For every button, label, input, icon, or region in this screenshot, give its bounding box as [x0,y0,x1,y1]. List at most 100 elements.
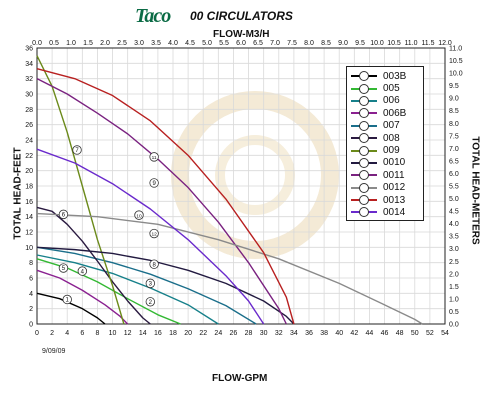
left-tick-label: 20 [25,168,33,175]
legend-badge [359,83,369,94]
left-tick-label: 8 [29,260,33,267]
watermark-logo [171,91,339,259]
date-label: 9/09/09 [42,348,66,355]
chart-series [36,55,423,325]
legend-swatch [351,95,377,106]
bottom-tick-label: 2 [50,330,54,337]
left-tick-label: 24 [25,138,33,145]
top-tick-label: 3.5 [151,40,161,47]
legend-item: 0014 [351,206,419,218]
legend-badge [359,207,369,218]
right-tick-label: 11.0 [449,46,462,53]
right-tick-label: 7.5 [449,133,459,140]
legend-item: 006 [351,95,419,107]
legend-label: 008 [383,132,400,144]
right-tick-label: 0.0 [449,322,459,329]
series-line-0010 [36,246,295,325]
bottom-tick-label: 30 [260,330,268,337]
series-line-0012 [36,212,423,325]
right-tick-label: 3.5 [449,234,459,241]
legend-badge [359,145,369,156]
right-tick-label: 6.0 [449,171,459,178]
bottom-tick-label: 28 [245,330,253,337]
bottom-axis-title: FLOW-GPM [212,373,268,384]
curve-label-number: 10 [136,213,142,219]
series-line-009 [36,55,125,325]
legend-label: 0010 [383,157,406,169]
curve-label-circle [149,178,159,188]
top-tick-label: 1.0 [66,40,76,47]
chart-grid [36,47,446,325]
top-tick-label: 2.5 [117,40,127,47]
legend-badge [359,95,369,106]
left-tick-label: 0 [29,322,33,329]
bottom-tick-label: 52 [426,330,434,337]
top-tick-label: 11.5 [421,40,434,47]
curve-label-number: 5 [62,266,66,272]
legend-swatch [351,71,377,82]
legend-label: 005 [383,83,400,95]
legend-item: 003B [351,70,419,82]
legend-item: 007 [351,120,419,132]
top-tick-label: 4.0 [168,40,178,47]
legend-item: 005 [351,82,419,94]
legend-item: 008 [351,132,419,144]
bottom-tick-label: 54 [441,330,449,337]
watermark-ring [171,91,339,259]
left-tick-label: 34 [25,61,33,68]
legend-label: 007 [383,120,400,132]
legend-item: 009 [351,144,419,156]
right-tick-label: 2.5 [449,259,459,266]
top-tick-label: 12.0 [438,40,452,47]
legend-item: 006B [351,107,419,119]
top-tick-label: 2.0 [100,40,110,47]
curve-label-circle [62,294,72,305]
right-tick-label: 8.5 [449,108,459,115]
legend-badge [359,170,369,181]
chart-axes: 0 2 4 6 8 10 12 14 16 18 20 22 24 26 28 30 32 34 36 38 40 42 4… [25,40,463,337]
curve-label-number: 12 [151,232,157,238]
bottom-tick-label: 50 [411,330,419,337]
right-tick-label: 1.0 [449,296,459,303]
top-tick-label: 5.0 [202,40,212,47]
left-tick-label: 30 [25,92,33,99]
legend-item: 0013 [351,194,419,206]
legend-item: 0010 [351,157,419,169]
legend-label: 0011 [383,169,405,181]
top-tick-label: 1.5 [83,40,93,47]
right-tick-label: 10.5 [449,58,463,65]
top-tick-label: 0.5 [49,40,59,47]
legend-swatch [351,145,377,156]
left-tick-label: 6 [29,276,33,283]
left-tick-label: 12 [25,230,33,237]
legend-badge [359,120,369,131]
watermark-ring-inner [215,135,295,215]
right-tick-label: 7.0 [449,146,459,153]
right-tick-label: 0.5 [449,309,459,316]
legend-swatch [351,170,377,181]
top-tick-label: 10.0 [370,40,384,47]
curve-label-circle [58,209,69,220]
bottom-tick-label: 16 [154,330,162,337]
legend-swatch [351,83,377,94]
legend-badge [359,182,369,193]
bottom-tick-label: 24 [214,330,222,337]
bottom-tick-label: 18 [169,330,177,337]
right-tick-label: 9.0 [449,96,459,103]
right-tick-label: 10.0 [449,71,463,78]
bottom-tick-label: 34 [290,330,298,337]
legend-badge [359,108,369,119]
bottom-tick-label: 44 [366,330,374,337]
top-tick-label: 7.0 [270,40,280,47]
top-tick-label: 3.0 [134,40,144,47]
right-tick-label: 9.5 [449,83,459,90]
bottom-tick-label: 36 [305,330,313,337]
bottom-tick-label: 46 [381,330,389,337]
legend-swatch [351,133,377,144]
curve-label-circle [149,259,159,269]
top-tick-label: 6.0 [236,40,246,47]
legend-label: 006B [383,107,407,119]
top-tick-label: 5.5 [219,40,229,47]
left-tick-label: 26 [25,122,33,129]
